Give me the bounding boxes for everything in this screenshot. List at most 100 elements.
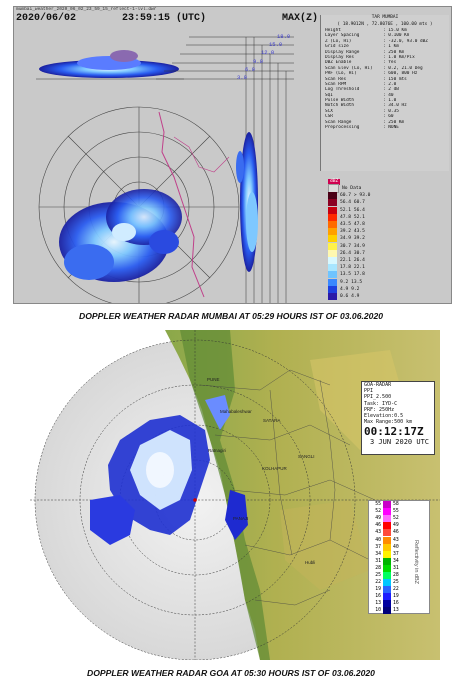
legend-swatch bbox=[328, 264, 337, 272]
place-label: SANGLI bbox=[298, 454, 315, 459]
info-row: SQI: 40 bbox=[321, 93, 449, 98]
goa-legend-axis-label: Reflectivity in dBZ bbox=[413, 540, 419, 585]
goa-info-line: PPI bbox=[364, 388, 374, 395]
goa-legend-row: 37 40 bbox=[369, 543, 429, 551]
info-row: Scan Res : 150 mts bbox=[321, 77, 449, 82]
legend-swatch bbox=[328, 271, 337, 279]
info-row: Display Res: 1.0 Km/Pix bbox=[321, 55, 449, 60]
goa-legend-high: 46 bbox=[393, 530, 399, 536]
legend-label: 0.6 4.9 bbox=[340, 293, 360, 299]
info-value: : 0.35 bbox=[383, 108, 399, 114]
legend-row: 13.5 17.8 bbox=[328, 271, 388, 279]
goa-legend-low: 46 bbox=[375, 523, 381, 529]
info-row: Grid size : 1 Km bbox=[321, 44, 449, 49]
info-value: : 2 dB bbox=[383, 87, 399, 93]
goa-legend-swatch bbox=[383, 515, 391, 523]
goa-legend-row: 46 49 bbox=[369, 522, 429, 530]
goa-legend-row: 25 28 bbox=[369, 571, 429, 579]
info-coords: ( 18.9012N , 72.8076E , 100.00 mts ) bbox=[337, 22, 433, 27]
legend-row: 56.4 60.7 bbox=[328, 199, 388, 207]
goa-info-line: Task: IYD-C bbox=[364, 400, 398, 407]
info-key: Display Range bbox=[325, 49, 360, 55]
goa-legend-low: 13 bbox=[375, 601, 381, 607]
goa-legend-swatch bbox=[383, 508, 391, 516]
goa-legend-high: 22 bbox=[393, 587, 399, 593]
goa-legend-high: 31 bbox=[393, 565, 399, 571]
goa-legend-low: 52 bbox=[375, 509, 381, 515]
goa-legend-low: 40 bbox=[375, 537, 381, 543]
mumbai-height-grid bbox=[156, 36, 294, 303]
info-value: : Yes bbox=[383, 60, 397, 66]
info-row: Scan Range: 250 Km bbox=[321, 120, 449, 125]
info-row: Notch Width: 34.0 Hz bbox=[321, 103, 449, 108]
info-key: Grid size bbox=[325, 44, 349, 50]
goa-legend-row: 19 22 bbox=[369, 586, 429, 594]
goa-legend-row: 55 58 bbox=[369, 501, 429, 509]
legend-swatch bbox=[328, 256, 337, 264]
goa-legend-row: 22 25 bbox=[369, 579, 429, 587]
info-key: Scan Res bbox=[325, 76, 347, 82]
legend-label: 9.2 13.5 bbox=[340, 279, 363, 285]
height-tick: 3.0 bbox=[237, 74, 247, 81]
goa-legend-swatch bbox=[383, 564, 391, 572]
goa-legend-high: 28 bbox=[393, 572, 399, 578]
goa-legend-high: 43 bbox=[393, 537, 399, 543]
goa-info-line: Max Range:500 km bbox=[364, 419, 413, 426]
legend-row: 47.8 52.1 bbox=[328, 213, 388, 221]
info-key: Z (Lo, Hi) bbox=[325, 38, 352, 44]
goa-legend-low: 28 bbox=[375, 565, 381, 571]
goa-legend-row: 31 34 bbox=[369, 557, 429, 565]
legend-label: 47.8 52.1 bbox=[340, 214, 365, 220]
goa-legend-swatch bbox=[383, 600, 391, 608]
goa-info-line: PPI_2.500 bbox=[364, 394, 392, 401]
legend-row: 39.2 43.5 bbox=[328, 228, 388, 236]
legend-label: 13.5 17.8 bbox=[340, 272, 365, 278]
goa-legend-high: 37 bbox=[393, 551, 399, 557]
info-row: Display Range : 250 Km bbox=[321, 50, 449, 55]
legend-swatch bbox=[328, 199, 337, 207]
goa-legend-row: 16 19 bbox=[369, 593, 429, 601]
mumbai-coastline bbox=[158, 111, 205, 298]
info-value: : 250 Km bbox=[383, 49, 405, 55]
goa-legend-swatch bbox=[383, 522, 391, 530]
legend-swatch bbox=[328, 213, 337, 221]
goa-legend-low: 31 bbox=[375, 558, 381, 564]
place-label: Hubli bbox=[305, 560, 316, 565]
goa-legend-low: 25 bbox=[375, 572, 381, 578]
height-tick: 18.0 bbox=[277, 33, 291, 40]
legend-row: 34.9 39.2 bbox=[328, 235, 388, 243]
info-value: : 1 Km bbox=[383, 44, 399, 50]
goa-legend-row: 43 46 bbox=[369, 529, 429, 537]
legend-label: 60.7 > 93.0 bbox=[340, 193, 371, 199]
info-key: Scan RPM bbox=[325, 81, 347, 87]
info-row: Scan Elev (Lo, Hi): 0.2, 21.0 Deg bbox=[321, 66, 449, 71]
info-value: : NONE bbox=[383, 125, 399, 131]
goa-legend-high: 19 bbox=[393, 594, 399, 600]
legend-swatch bbox=[328, 249, 337, 257]
legend-label: 52.1 56.4 bbox=[340, 207, 365, 213]
mumbai-echo-blob bbox=[59, 189, 182, 282]
info-row: DBZ Enable: Yes bbox=[321, 60, 449, 65]
mumbai-side-cross-section bbox=[236, 132, 258, 272]
info-value: : 2.0 bbox=[383, 81, 397, 87]
legend-row: 30.7 34.9 bbox=[328, 242, 388, 250]
info-key: Scan Elev (Lo, Hi) bbox=[325, 65, 373, 71]
goa-legend-high: 52 bbox=[393, 516, 399, 522]
info-value: : 150 mts bbox=[383, 76, 407, 82]
goa-info-line: Elevation:0.5 bbox=[364, 412, 404, 419]
mumbai-file-name: mumbai_weather_2020_06_02_23_59_15_refle… bbox=[16, 7, 157, 12]
info-value: : 600, 800 Hz bbox=[383, 71, 418, 77]
info-row: Pulse Width: 1.0 bbox=[321, 98, 449, 103]
info-key: Notch Width bbox=[325, 103, 355, 109]
info-key: Height bbox=[325, 28, 341, 33]
info-key: Display Res bbox=[325, 54, 355, 60]
goa-legend-high: 55 bbox=[393, 509, 399, 515]
goa-legend-low: 16 bbox=[375, 594, 381, 600]
goa-radar-site bbox=[193, 498, 197, 502]
info-row: PRF (Lo, Hi): 600, 800 Hz bbox=[321, 71, 449, 76]
info-key: Log Threshold bbox=[325, 87, 360, 93]
goa-legend-swatch bbox=[383, 607, 391, 615]
goa-legend-high: 40 bbox=[393, 544, 399, 550]
info-row: Layer Spacing: 0.100 Km bbox=[321, 33, 449, 38]
height-tick: 9.0 bbox=[253, 58, 263, 65]
